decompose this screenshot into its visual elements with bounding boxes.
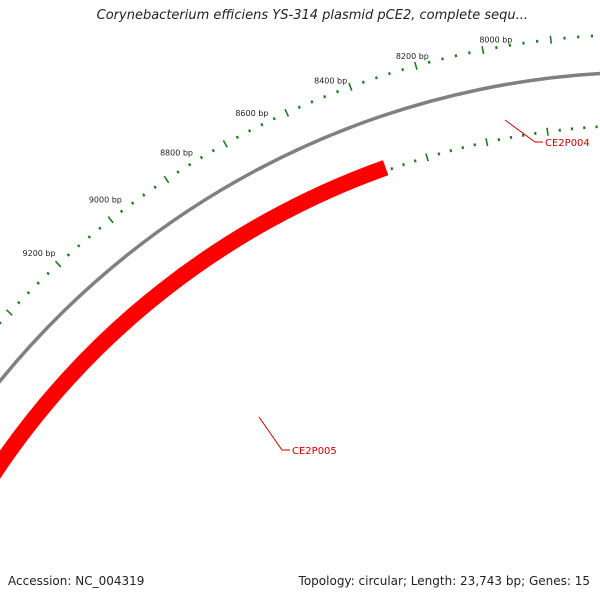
inner-tick: [153, 185, 157, 189]
ruler-label: 9200 bp: [23, 249, 56, 258]
inner-tick: [98, 226, 102, 231]
inner-tick: [297, 105, 301, 109]
inner-tick: [414, 61, 418, 70]
outer-tick: [461, 146, 465, 150]
ruler-label-layer: 8000 bp 8200 bp 8400 bp 8600 bp 8800 bp 9000 …: [23, 35, 513, 258]
ruler-label: 8800 bp: [160, 149, 193, 158]
outer-tick: [437, 152, 441, 156]
outer-tick: [425, 153, 429, 162]
inner-tick: [176, 170, 180, 174]
backbone-layer: [0, 71, 600, 385]
inner-tick: [427, 60, 431, 64]
inner-tick: [454, 54, 458, 58]
inner-tick: [335, 89, 340, 94]
ruler-label: 8000 bp: [479, 35, 512, 44]
gene-label-ce2p005: CE2P005: [292, 446, 337, 457]
gene-label-layer: CE2P004 CE2P005: [258, 119, 590, 457]
outer-tick: [413, 159, 417, 163]
inner-tick: [247, 129, 252, 133]
inner-tick: [66, 253, 71, 257]
inner-tick: [468, 51, 471, 55]
inner-tick: [260, 122, 264, 127]
ruler-label: 8400 bp: [314, 77, 347, 86]
inner-tick: [323, 94, 327, 99]
ruler-label: 9000 bp: [89, 195, 122, 204]
ruler-label: 8600 bp: [235, 109, 268, 118]
inner-tick: [310, 100, 314, 104]
inner-tick: [348, 82, 353, 91]
outer-tick: [449, 149, 453, 153]
outer-tick-ring: [0, 125, 598, 473]
inner-tick: [163, 175, 170, 184]
inner-tick: [77, 244, 81, 248]
outer-tick: [402, 163, 406, 167]
accession-text: Accession: NC_004319: [8, 574, 145, 588]
outer-tick: [509, 135, 513, 139]
inner-tick: [211, 148, 215, 153]
inner-tick: [119, 209, 124, 214]
inner-tick: [17, 300, 21, 305]
gene-label-ce2p004: CE2P004: [545, 138, 590, 149]
inner-tick: [107, 216, 114, 224]
gene-leader-line: [504, 119, 543, 143]
inner-tick: [188, 162, 192, 167]
inner-tick: [481, 46, 485, 55]
outer-tick: [546, 127, 549, 136]
ruler-label: 8200 bp: [396, 52, 429, 61]
inner-tick: [46, 271, 50, 276]
inner-tick-ring: [0, 34, 594, 325]
inner-tick: [361, 80, 365, 84]
inner-tick: [401, 67, 405, 72]
outer-tick: [497, 138, 501, 142]
outer-tick: [473, 143, 477, 147]
inner-tick: [222, 139, 228, 148]
inner-tick: [54, 260, 62, 268]
backbone-circle: [0, 71, 600, 385]
outer-tick: [390, 166, 394, 171]
inner-tick: [284, 108, 290, 117]
inner-tick: [26, 290, 31, 295]
inner-tick: [388, 71, 391, 76]
inner-tick: [0, 321, 2, 325]
inner-tick: [199, 155, 204, 160]
inner-tick: [235, 135, 240, 140]
map-title: Corynebacterium efficiens YS-314 plasmid…: [94, 8, 530, 23]
gene-leader-line: [258, 416, 290, 451]
inner-tick: [549, 35, 553, 44]
inner-tick: [36, 281, 40, 285]
inner-tick: [374, 76, 378, 80]
inner-tick: [441, 57, 444, 61]
inner-tick: [272, 116, 276, 121]
inner-tick: [5, 309, 13, 316]
inner-tick: [87, 235, 92, 239]
summary-text: Topology: circular; Length: 23,743 bp; G…: [298, 574, 590, 588]
gene-layer: [0, 160, 389, 479]
inner-tick: [130, 201, 135, 205]
outer-tick: [485, 138, 489, 147]
inner-tick: [142, 193, 146, 197]
